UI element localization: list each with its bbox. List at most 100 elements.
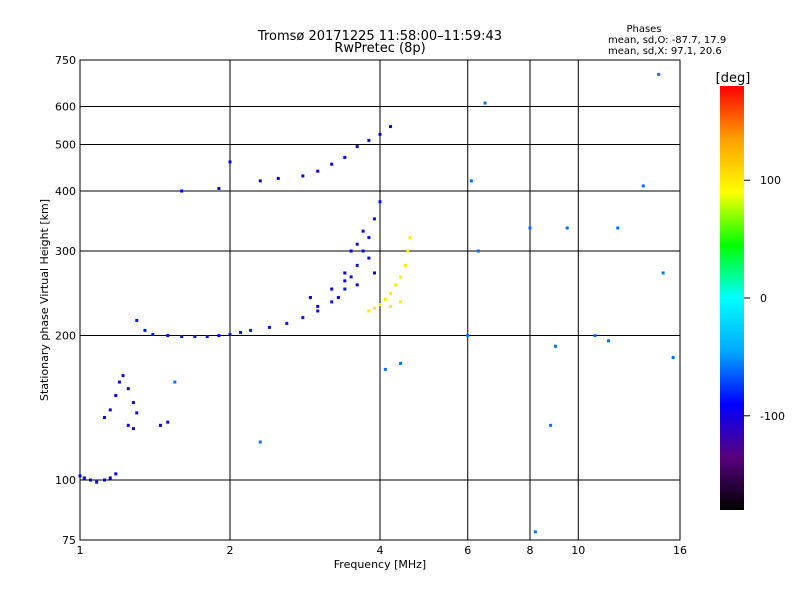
data-point [565, 226, 569, 230]
x-tick-label: 2 [227, 544, 234, 557]
data-point [466, 334, 470, 338]
data-point [336, 296, 340, 300]
data-point [661, 271, 665, 275]
data-point [95, 480, 99, 484]
data-point [114, 394, 118, 398]
y-tick-label: 75 [62, 534, 76, 547]
data-point [316, 169, 320, 173]
y-tick-label: 200 [55, 330, 76, 343]
data-point [408, 236, 412, 240]
colorbar-tick-label: 100 [760, 174, 781, 187]
x-tick-label: 1 [77, 544, 84, 557]
x-tick-label: 10 [571, 544, 585, 557]
data-point [399, 275, 403, 279]
phases-line-o: mean, sd,O: -87.7, 17.9 [608, 35, 726, 46]
data-point [349, 275, 353, 279]
data-point [671, 355, 675, 359]
y-tick-label: 500 [55, 139, 76, 152]
data-point [657, 72, 661, 76]
data-point [301, 316, 305, 320]
data-point [143, 328, 147, 332]
data-point [361, 229, 365, 233]
x-tick-label: 8 [527, 544, 534, 557]
colorbar [720, 86, 744, 510]
phases-line-x: mean, sd,X: 97.1, 20.6 [608, 46, 722, 57]
x-tick-label: 16 [673, 544, 687, 557]
data-point [166, 334, 170, 338]
data-point [330, 300, 334, 304]
data-point [355, 145, 359, 149]
data-point [89, 478, 93, 482]
phases-heading: Phases [626, 24, 661, 35]
data-point [267, 325, 271, 329]
data-point [367, 138, 371, 142]
data-point [285, 321, 289, 325]
data-point [239, 330, 243, 334]
data-point [301, 174, 305, 178]
data-point [258, 179, 262, 183]
data-point [103, 478, 107, 482]
data-point [135, 318, 139, 322]
data-point [383, 367, 387, 371]
data-point [343, 279, 347, 283]
data-point [316, 304, 320, 308]
data-point [553, 344, 557, 348]
y-tick-label: 100 [55, 474, 76, 487]
data-point [78, 474, 82, 478]
colorbar-label: [deg] [716, 71, 751, 86]
data-point [173, 380, 177, 384]
data-point [469, 179, 473, 183]
data-point [399, 300, 403, 304]
data-point [389, 291, 393, 295]
data-point [389, 125, 393, 129]
data-point [228, 160, 232, 164]
data-point [549, 423, 553, 427]
data-point [228, 332, 232, 336]
data-point [151, 332, 155, 336]
data-point [249, 328, 253, 332]
data-point [121, 374, 125, 378]
data-point [533, 530, 537, 534]
data-point [217, 186, 221, 190]
data-point [528, 226, 532, 230]
data-point [406, 249, 410, 253]
y-tick-label: 750 [55, 54, 76, 67]
data-point [616, 226, 620, 230]
data-point [607, 339, 611, 343]
data-point [361, 249, 365, 253]
colorbar-tick-label: -100 [760, 410, 785, 423]
data-point [367, 256, 371, 260]
data-point [355, 242, 359, 246]
data-point [383, 297, 387, 301]
data-point [373, 306, 377, 310]
data-point [476, 249, 480, 253]
data-point [180, 189, 184, 193]
data-point [641, 184, 645, 188]
x-tick-label: 4 [377, 544, 384, 557]
data-point [108, 408, 112, 412]
data-point [394, 283, 398, 287]
data-point [378, 132, 382, 136]
data-point [158, 423, 162, 427]
data-point [330, 162, 334, 166]
data-point [126, 423, 130, 427]
data-point [258, 440, 262, 444]
y-tick-label: 300 [55, 245, 76, 258]
data-point [131, 401, 135, 405]
data-point [180, 335, 184, 339]
data-point [82, 476, 86, 480]
data-point [373, 217, 377, 221]
colorbar-tick-label: 0 [760, 292, 767, 305]
data-point [389, 304, 393, 308]
data-point [276, 176, 280, 180]
data-point [343, 271, 347, 275]
data-point [343, 287, 347, 291]
data-point [166, 420, 170, 424]
colorbar-ticks: 100 0 -100 [744, 174, 785, 423]
plot-area: 1 2 4 6 8 10 16 75 100 200 300 400 500 600 750 [55, 54, 687, 557]
data-point [349, 249, 353, 253]
data-point [117, 380, 121, 384]
data-point [108, 476, 112, 480]
data-point [135, 411, 139, 415]
data-point [217, 334, 221, 338]
